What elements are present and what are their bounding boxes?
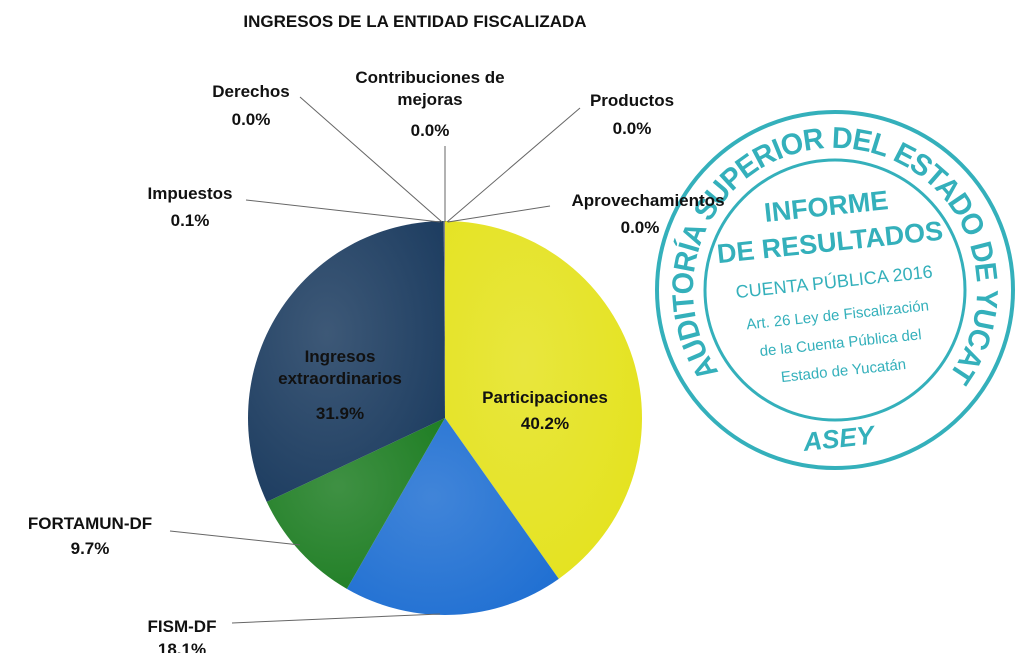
stamp-text: de la Cuenta Pública del	[759, 326, 923, 360]
stamp-text: INFORME	[763, 185, 890, 228]
category-label: Productos	[589, 91, 675, 110]
stamp-text: DE RESULTADOS	[716, 216, 945, 270]
pie-slice	[248, 221, 445, 502]
stamp-ring	[655, 110, 1015, 470]
pie-slice	[346, 418, 559, 615]
category-label: Ingresos extraordinarios	[278, 347, 402, 388]
value-label: 0.0%	[231, 110, 271, 129]
leader-line	[447, 205, 551, 223]
leader-line	[169, 530, 301, 546]
category-label: FORTAMUN-DF	[27, 514, 153, 533]
category-label: Contribuciones de mejoras	[355, 68, 505, 109]
chart-title: INGRESOS DE LA ENTIDAD FISCALIZADA	[243, 12, 587, 31]
value-label: 40.2%	[520, 414, 570, 433]
category-label: Derechos	[212, 82, 290, 101]
category-label: FISM-DF	[147, 617, 217, 636]
category-label: Impuestos	[147, 184, 233, 203]
leader-line	[299, 96, 443, 223]
pie-slice	[445, 221, 642, 579]
stamp-seal: ASEY	[801, 419, 878, 457]
stamp-text: CUENTA PÚBLICA 2016	[735, 261, 934, 303]
category-label: Participaciones	[482, 388, 608, 407]
leader-line	[231, 613, 441, 624]
pie-slice	[266, 418, 445, 589]
value-label: 0.1%	[170, 211, 210, 230]
value-label: 9.7%	[70, 539, 110, 558]
pie-slice	[443, 221, 445, 418]
category-label: Aprovechamientos	[571, 191, 725, 210]
leader-line	[446, 107, 581, 223]
leader-line	[245, 199, 441, 223]
stamp-text: Estado de Yucatán	[780, 356, 907, 386]
value-label: 31.9%	[315, 404, 365, 423]
value-label: 0.0%	[612, 119, 652, 138]
value-label: 0.0%	[410, 121, 450, 140]
value-label: 0.0%	[620, 218, 660, 237]
stamp-ring	[703, 158, 967, 422]
value-label: 18.1%	[157, 640, 207, 653]
